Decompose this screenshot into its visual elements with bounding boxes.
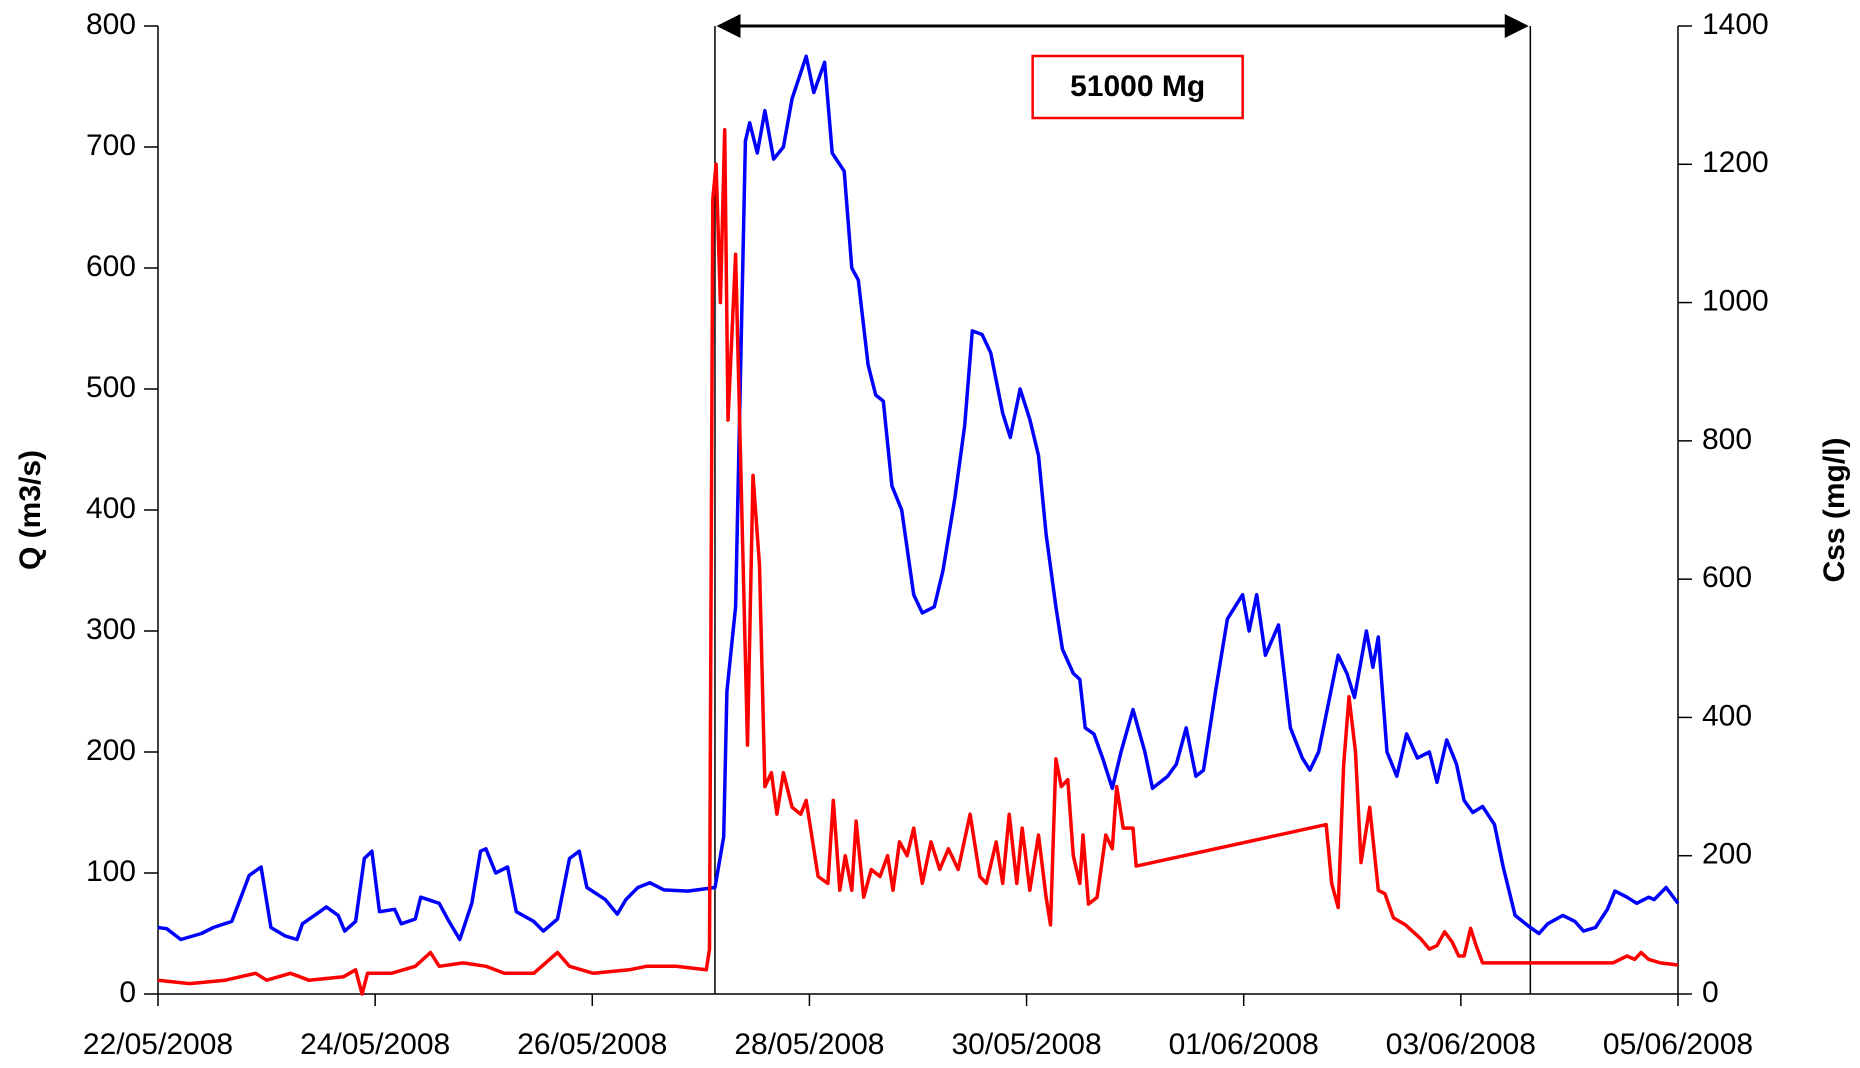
y-tick-label: 800 — [86, 8, 136, 41]
y2-tick-label: 600 — [1702, 561, 1752, 594]
y-tick-label: 100 — [86, 855, 136, 888]
y2-tick-label: 1000 — [1702, 284, 1769, 317]
x-tick-label: 01/06/2008 — [1169, 1028, 1319, 1061]
y-tick-label: 200 — [86, 734, 136, 767]
x-tick-label: 24/05/2008 — [300, 1028, 450, 1061]
y-tick-label: 500 — [86, 371, 136, 404]
y-tick-label: 600 — [86, 250, 136, 283]
y2-tick-label: 1200 — [1702, 146, 1769, 179]
x-tick-label: 26/05/2008 — [517, 1028, 667, 1061]
y2-tick-label: 200 — [1702, 838, 1752, 871]
series-line — [157, 54, 1680, 942]
y2-tick-label: 800 — [1702, 423, 1752, 456]
y-axis-title: Q (m3/s) — [14, 450, 47, 570]
x-tick-label: 30/05/2008 — [951, 1028, 1101, 1061]
y-tick-label: 400 — [86, 492, 136, 525]
y2-tick-label: 1400 — [1702, 8, 1769, 41]
x-tick-label: 22/05/2008 — [83, 1028, 233, 1061]
y2-tick-label: 400 — [1702, 699, 1752, 732]
y-tick-label: 0 — [119, 976, 136, 1009]
x-tick-label: 28/05/2008 — [734, 1028, 884, 1061]
y2-axis-title: Css (mg/l) — [1818, 437, 1851, 582]
x-tick-label: 03/06/2008 — [1386, 1028, 1536, 1061]
x-tick-label: 05/06/2008 — [1603, 1028, 1753, 1061]
annotation: 51000 Mg — [1070, 70, 1205, 103]
y-tick-label: 300 — [86, 613, 136, 646]
y2-tick-label: 0 — [1702, 976, 1719, 1009]
annotation-box — [1031, 54, 1244, 120]
y-tick-label: 700 — [86, 129, 136, 162]
series-line — [157, 127, 1679, 996]
